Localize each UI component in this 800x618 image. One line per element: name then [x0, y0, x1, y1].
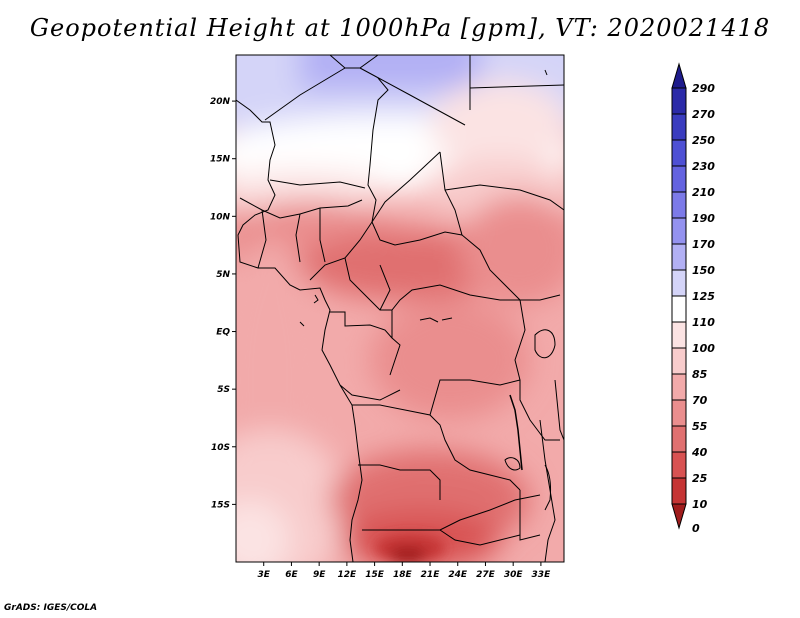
colorbar-swatch — [671, 113, 687, 141]
colorbar-label: 290 — [692, 82, 715, 95]
longitude-axis: 3E 6E 9E 12E 15E 18E 21E 24E 27E 30E 33E — [258, 562, 552, 580]
colorbar-label: 270 — [692, 108, 715, 121]
lat-tick-label: 10N — [210, 212, 231, 222]
colorbar-swatch — [671, 399, 687, 427]
colorbar-label: 85 — [692, 368, 708, 381]
colorbar-label: 70 — [692, 394, 708, 407]
lon-tick-label: 6E — [285, 570, 298, 580]
colorbar-swatch — [671, 451, 687, 479]
colorbar-swatch — [671, 321, 687, 349]
lon-tick-label: 18E — [393, 570, 413, 580]
lon-tick-label: 9E — [313, 570, 326, 580]
colorbar-label: 10 — [692, 498, 708, 511]
grads-credit: GrADS: IGES/COLA — [4, 603, 98, 613]
lat-tick-label: 10S — [211, 443, 230, 453]
colorbar-label: 55 — [692, 420, 708, 433]
colorbar-swatch — [671, 347, 687, 375]
colorbar-label: 125 — [692, 290, 715, 303]
lon-tick-label: 21E — [421, 570, 441, 580]
colorbar-swatch — [671, 191, 687, 219]
colorbar-label: 25 — [692, 472, 708, 485]
colorbar-label: 150 — [692, 264, 715, 277]
lat-tick-label: EQ — [216, 328, 230, 338]
colorbar: 2902702502302101901701501251101008570554… — [671, 62, 715, 535]
lon-tick-label: 3E — [258, 570, 271, 580]
colorbar-swatch — [671, 477, 687, 505]
height-field-shading — [236, 55, 564, 562]
colorbar-swatch — [671, 243, 687, 271]
colorbar-label: 170 — [692, 238, 715, 251]
latitude-axis: 20N 15N 10N 5N EQ 5S 10S 15S — [210, 97, 236, 510]
country-borders — [236, 55, 564, 562]
lat-tick-label: 15S — [211, 500, 230, 510]
colorbar-label: 190 — [692, 212, 715, 225]
colorbar-label: 0 — [692, 522, 700, 535]
lon-tick-label: 12E — [338, 570, 358, 580]
colorbar-swatch — [671, 373, 687, 401]
map-frame — [235, 54, 565, 563]
colorbar-bottom-arrow — [671, 503, 687, 530]
colorbar-swatch — [671, 165, 687, 193]
colorbar-label: 230 — [692, 160, 715, 173]
lon-tick-label: 24E — [448, 570, 468, 580]
colorbar-label: 100 — [692, 342, 715, 355]
colorbar-label: 250 — [692, 134, 715, 147]
colorbar-label: 40 — [691, 446, 708, 459]
colorbar-top-arrow — [671, 62, 687, 89]
lat-tick-label: 5S — [217, 385, 230, 395]
lon-tick-label: 27E — [476, 570, 496, 580]
colorbar-swatch — [671, 269, 687, 297]
lon-tick-label: 15E — [365, 570, 385, 580]
colorbar-swatch — [671, 139, 687, 167]
lon-tick-label: 30E — [504, 570, 524, 580]
lon-tick-label: 33E — [532, 570, 552, 580]
lat-tick-label: 15N — [210, 155, 231, 165]
colorbar-swatch — [671, 295, 687, 323]
chart-title: Geopotential Height at 1000hPa [gpm], VT… — [29, 14, 771, 42]
colorbar-label: 210 — [692, 186, 715, 199]
lat-tick-label: 5N — [216, 270, 230, 280]
colorbar-swatch — [671, 217, 687, 245]
lat-tick-label: 20N — [210, 97, 231, 107]
colorbar-swatch — [671, 87, 687, 115]
colorbar-swatch — [671, 425, 687, 453]
colorbar-label: 110 — [692, 316, 715, 329]
